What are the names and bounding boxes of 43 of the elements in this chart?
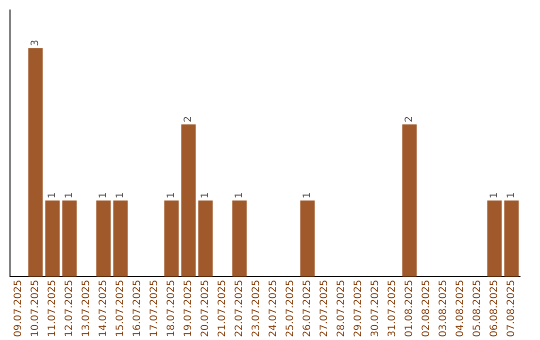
x-tick-label: 09.07.2025 [13, 280, 24, 338]
data-label: 1 [64, 192, 76, 199]
x-tick-label: 14.07.2025 [98, 280, 110, 338]
x-tick-label: 27.07.2025 [319, 280, 330, 338]
x-tick-label: 28.07.2025 [336, 280, 348, 338]
x-tick-label: 17.07.2025 [149, 280, 160, 338]
data-label: 1 [166, 192, 178, 199]
x-tick-label: 30.07.2025 [370, 280, 382, 338]
x-tick-label: 24.07.2025 [268, 280, 280, 338]
data-label: 1 [47, 192, 58, 199]
x-tick-label: 19.07.2025 [183, 280, 194, 338]
x-tick-label: 22.07.2025 [234, 280, 246, 338]
x-tick-label: 18.07.2025 [166, 280, 178, 338]
data-label: 1 [489, 192, 500, 199]
data-label: 2 [404, 116, 416, 122]
x-tick-label: 23.07.2025 [251, 280, 262, 338]
x-tick-label: 05.08.2025 [472, 280, 484, 338]
x-tick-label: 16.07.2025 [132, 280, 144, 338]
x-tick-label: 20.07.2025 [200, 280, 212, 338]
data-label: 2 [183, 116, 194, 122]
data-label: 1 [234, 192, 246, 199]
data-label: 1 [302, 192, 314, 199]
x-tick-label: 10.07.2025 [30, 280, 42, 338]
data-label: 1 [115, 192, 126, 199]
x-tick-label: 13.07.2025 [81, 280, 92, 338]
x-tick-label: 29.07.2025 [353, 280, 364, 338]
x-tick-label: 21.07.2025 [217, 280, 228, 338]
x-tick-label: 01.08.2025 [404, 280, 416, 338]
x-tick-label: 25.07.2025 [285, 280, 296, 338]
x-tick-label: 11.07.2025 [47, 280, 58, 338]
data-label: 1 [200, 192, 212, 199]
x-tick-label: 02.08.2025 [421, 280, 432, 338]
data-label: 1 [506, 192, 518, 199]
x-tick-label: 07.08.2025 [506, 280, 518, 338]
x-tick-label: 26.07.2025 [302, 280, 314, 338]
data-label: 3 [30, 40, 42, 46]
x-tick-label: 15.07.2025 [115, 280, 126, 338]
data-label: 1 [98, 192, 110, 199]
x-tick-label: 31.07.2025 [387, 280, 398, 338]
x-tick-label: 12.07.2025 [64, 280, 76, 338]
x-tick-label: 03.08.2025 [438, 280, 450, 338]
x-tick-label: 06.08.2025 [489, 280, 500, 338]
x-tick-label: 04.08.2025 [455, 280, 466, 338]
